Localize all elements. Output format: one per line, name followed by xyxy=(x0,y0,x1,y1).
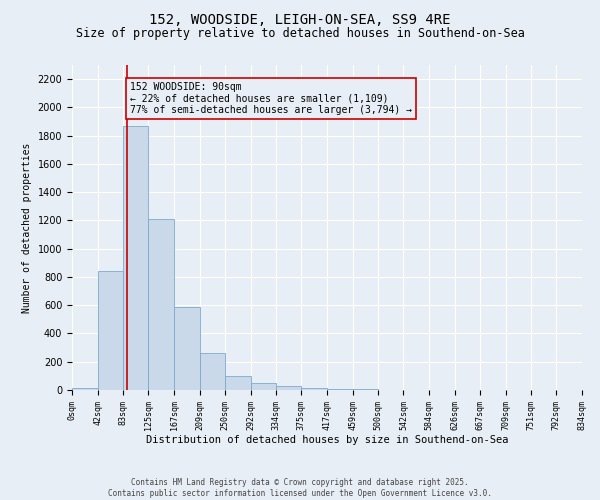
Bar xyxy=(251,383,276,390)
Bar xyxy=(200,352,225,390)
Bar xyxy=(98,272,123,390)
Bar xyxy=(72,388,98,390)
Bar xyxy=(174,306,200,390)
Bar xyxy=(148,219,174,390)
Bar xyxy=(123,126,148,390)
Text: 152 WOODSIDE: 90sqm
← 22% of detached houses are smaller (1,109)
77% of semi-det: 152 WOODSIDE: 90sqm ← 22% of detached ho… xyxy=(130,82,412,115)
Text: 152, WOODSIDE, LEIGH-ON-SEA, SS9 4RE: 152, WOODSIDE, LEIGH-ON-SEA, SS9 4RE xyxy=(149,12,451,26)
Bar xyxy=(225,376,251,390)
Bar xyxy=(276,386,301,390)
X-axis label: Distribution of detached houses by size in Southend-on-Sea: Distribution of detached houses by size … xyxy=(146,436,508,446)
Text: Size of property relative to detached houses in Southend-on-Sea: Size of property relative to detached ho… xyxy=(76,28,524,40)
Text: Contains HM Land Registry data © Crown copyright and database right 2025.
Contai: Contains HM Land Registry data © Crown c… xyxy=(108,478,492,498)
Bar xyxy=(301,388,327,390)
Bar xyxy=(327,389,353,390)
Y-axis label: Number of detached properties: Number of detached properties xyxy=(22,142,32,312)
